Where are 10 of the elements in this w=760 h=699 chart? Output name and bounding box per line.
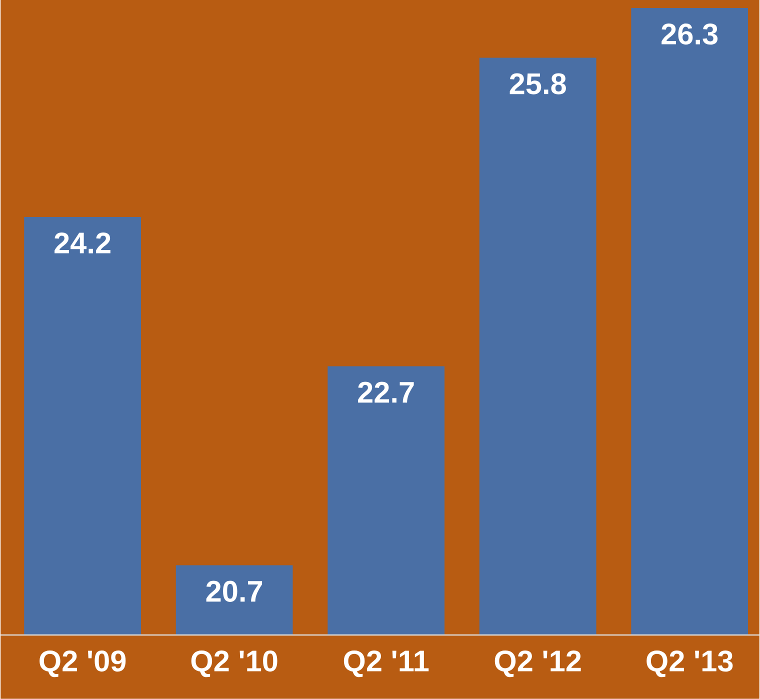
- x-tick-label: Q2 '10: [191, 650, 278, 678]
- data-label: 24.2: [54, 232, 110, 254]
- x-tick-label: Q2 '11: [344, 650, 429, 678]
- x-tick-label: Q2 '13: [646, 650, 733, 678]
- x-tick-label: Q2 '12: [494, 650, 581, 678]
- x-tick-label: Q2 '09: [40, 650, 126, 678]
- data-label: 22.7: [358, 382, 414, 403]
- data-label: 20.7: [206, 580, 262, 602]
- data-label: 26.3: [662, 24, 718, 45]
- data-label: 25.8: [510, 73, 566, 94]
